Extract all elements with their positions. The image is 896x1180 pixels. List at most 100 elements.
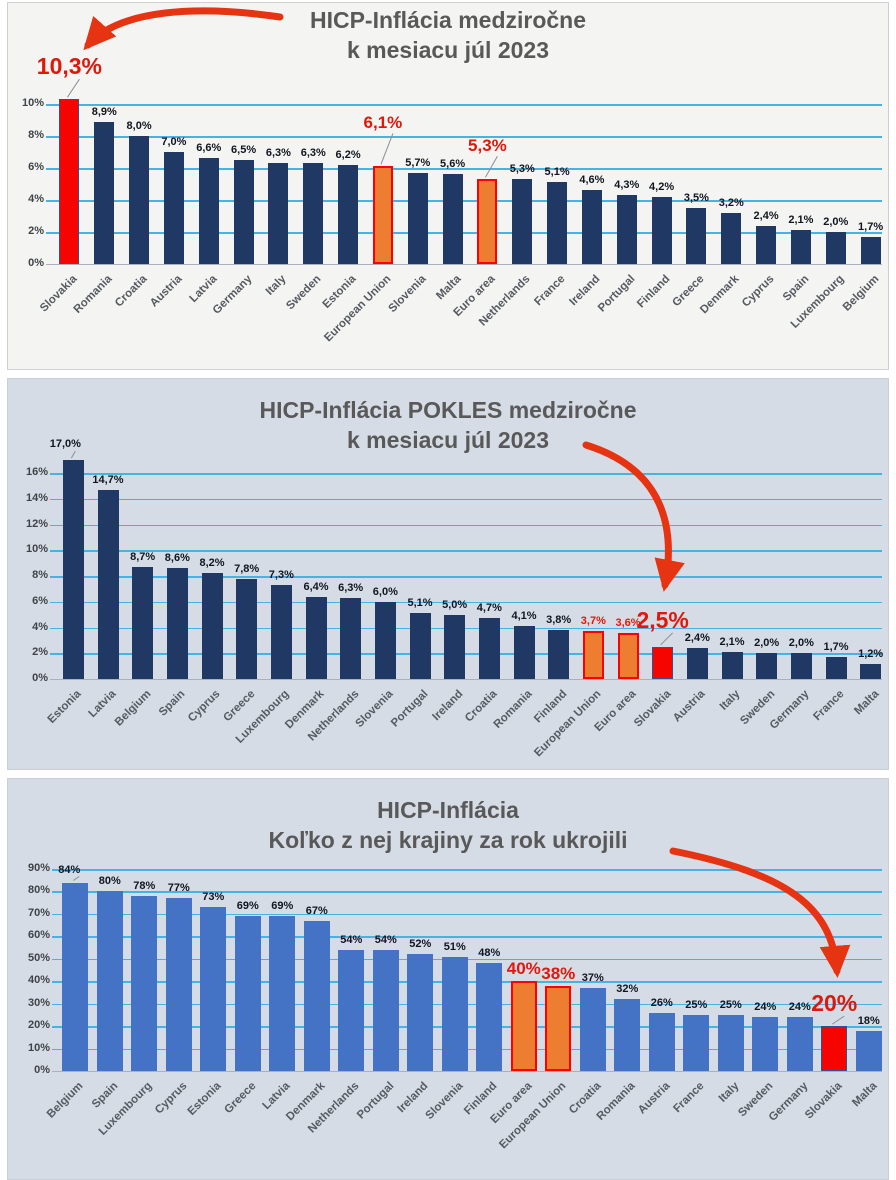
value-label-portugal: 4,3% xyxy=(614,179,640,192)
bar-luxembourg xyxy=(270,585,292,679)
bar-romania xyxy=(614,999,641,1071)
value-label-cyprus: 77% xyxy=(167,882,190,895)
bar-denmark xyxy=(303,920,330,1071)
gridline xyxy=(50,524,882,526)
bar-luxembourg xyxy=(131,895,158,1071)
y-axis-tick-label: 4% xyxy=(32,620,48,633)
bar-netherlands xyxy=(340,597,362,679)
gridline xyxy=(50,550,882,552)
bar-slovakia xyxy=(821,1026,848,1071)
value-label-finland: 3,8% xyxy=(546,614,572,627)
bar-denmark xyxy=(305,596,327,679)
gridline xyxy=(50,601,882,604)
gridline xyxy=(46,232,882,234)
chart-panel-inflation-cut: HICP-Inflácia Koľko z nej krajiny za rok … xyxy=(7,778,889,1180)
value-label-sweden: 2,0% xyxy=(754,637,780,650)
value-label-portugal: 54% xyxy=(374,933,397,946)
chart-panel-inflation-decline: HICP-Inflácia POKLES medziročne k mesiacu… xyxy=(7,378,889,770)
chart-title-line1: HICP-Inflácia POKLES medziročne xyxy=(259,397,637,423)
y-axis-tick-label: 8% xyxy=(28,129,44,141)
value-label-greece: 3,5% xyxy=(683,192,709,204)
gridline xyxy=(46,136,882,138)
y-axis-tick-label: 70% xyxy=(27,906,50,919)
y-axis-tick-label: 6% xyxy=(28,161,44,173)
chart-title: HICP-Inflácia medziročne k mesiacu júl 20… xyxy=(8,5,888,66)
gridline xyxy=(46,200,882,202)
bar-france xyxy=(683,1014,710,1071)
value-label-slovakia: 2,5% xyxy=(636,606,689,633)
value-label-greece: 69% xyxy=(236,900,259,913)
gridline xyxy=(46,168,882,170)
bar-sweden xyxy=(756,653,778,679)
bar-germany xyxy=(790,653,812,679)
value-label-spain: 2,1% xyxy=(788,214,814,227)
bar-latvia xyxy=(269,916,296,1071)
y-axis-tick-label: 0% xyxy=(34,1064,50,1076)
value-label-slovakia: 10,3% xyxy=(36,53,103,80)
gridline xyxy=(52,936,882,938)
value-label-malta: 18% xyxy=(857,1014,880,1027)
chart-title-line2: k mesiacu júl 2023 xyxy=(346,427,549,454)
bar-spain xyxy=(166,568,188,679)
gridline xyxy=(52,891,882,893)
value-label-denmark: 67% xyxy=(305,904,328,917)
value-label-latvia: 69% xyxy=(271,900,294,913)
bar-estonia xyxy=(338,164,359,264)
bar-ireland xyxy=(581,190,602,264)
bar-cyprus xyxy=(756,225,777,264)
x-axis-line xyxy=(52,1071,882,1072)
bar-slovenia xyxy=(441,956,468,1071)
value-label-ireland: 52% xyxy=(409,938,432,951)
x-axis-line xyxy=(50,679,882,680)
value-label-croatia: 4,7% xyxy=(476,602,502,615)
bar-cyprus xyxy=(165,898,192,1071)
value-label-finland: 4,2% xyxy=(649,180,675,193)
bar-belgium xyxy=(62,882,89,1071)
bar-greece xyxy=(686,208,707,264)
value-label-italy: 6,3% xyxy=(265,147,291,160)
gridline xyxy=(50,498,882,501)
bar-malta xyxy=(860,663,882,679)
value-label-netherlands: 54% xyxy=(340,933,363,946)
y-axis-tick-label: 10% xyxy=(21,97,44,109)
value-label-cyprus: 2,4% xyxy=(753,209,779,222)
bar-austria xyxy=(163,152,184,264)
x-axis-line xyxy=(46,264,882,265)
bar-romania xyxy=(94,121,115,264)
value-label-croatia: 8,0% xyxy=(126,120,152,132)
chart-title: HICP-Inflácia POKLES medziročne k mesiacu… xyxy=(8,395,888,456)
y-axis-tick-label: 60% xyxy=(27,929,50,942)
value-label-italy: 25% xyxy=(719,998,742,1011)
value-label-germany: 2,0% xyxy=(788,637,814,650)
bar-italy xyxy=(717,1014,744,1071)
y-axis-tick-label: 8% xyxy=(32,569,48,581)
chart-title-line1: HICP-Inflácia xyxy=(377,797,519,823)
bar-netherlands xyxy=(512,179,533,264)
value-label-denmark: 6,4% xyxy=(303,580,329,593)
bar-austria xyxy=(648,1012,675,1071)
value-label-spain: 80% xyxy=(98,875,121,888)
gridline xyxy=(52,869,882,871)
chart-title-line2: k mesiacu júl 2023 xyxy=(346,37,549,64)
value-label-belgium: 1,7% xyxy=(858,220,884,233)
y-axis-tick-label: 30% xyxy=(27,996,50,1009)
value-label-austria: 2,4% xyxy=(684,632,710,645)
bar-portugal xyxy=(616,195,637,264)
bar-slovakia xyxy=(652,646,674,679)
value-label-european-union: 6,1% xyxy=(363,113,403,133)
value-label-estonia: 17,0% xyxy=(49,438,81,451)
y-axis-tick-label: 0% xyxy=(28,257,44,269)
value-label-portugal: 5,1% xyxy=(407,597,433,610)
value-label-euro-area: 3,6% xyxy=(615,616,641,629)
y-axis-tick-label: 50% xyxy=(27,951,50,964)
y-axis-tick-label: 20% xyxy=(27,1019,50,1032)
bar-slovenia xyxy=(407,172,428,264)
value-label-finland: 48% xyxy=(478,947,501,960)
value-label-belgium: 8,7% xyxy=(130,550,156,563)
value-label-slovenia: 5,7% xyxy=(405,156,431,169)
value-label-cyprus: 8,2% xyxy=(199,557,225,570)
bar-estonia xyxy=(62,460,84,679)
bar-denmark xyxy=(721,212,742,264)
chart-title-line2: Koľko z nej krajiny za rok ukrojili xyxy=(268,827,628,854)
bar-finland xyxy=(476,963,503,1071)
